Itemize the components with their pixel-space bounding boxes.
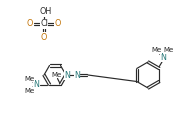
Text: Me: Me bbox=[163, 48, 173, 53]
Text: O: O bbox=[27, 20, 33, 29]
Text: Me: Me bbox=[151, 48, 161, 53]
Text: Cl: Cl bbox=[40, 20, 48, 29]
Text: N: N bbox=[34, 80, 40, 89]
Text: Me: Me bbox=[51, 71, 62, 78]
Text: N: N bbox=[64, 71, 70, 79]
Text: Me: Me bbox=[24, 76, 35, 82]
Text: O: O bbox=[41, 33, 47, 42]
Text: N: N bbox=[74, 71, 80, 79]
Text: OH: OH bbox=[40, 7, 52, 16]
Text: N: N bbox=[160, 53, 166, 62]
Text: Me: Me bbox=[24, 88, 35, 93]
Text: O: O bbox=[55, 20, 61, 29]
